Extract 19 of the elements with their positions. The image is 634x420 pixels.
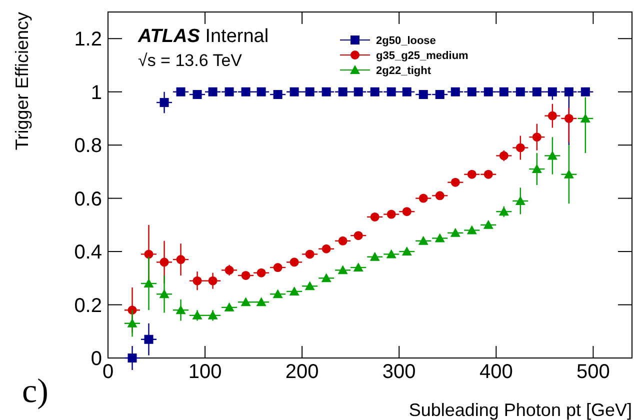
y-tick-label: 1 — [90, 82, 102, 104]
x-tick-label: 300 — [382, 361, 416, 383]
text: c) — [22, 373, 48, 410]
legend-label: g35_g25_medium — [376, 50, 469, 62]
x-tick-label: 200 — [285, 361, 319, 383]
legend-label: 2g50_loose — [376, 34, 436, 47]
legend-label: 2g22_tight — [376, 64, 432, 77]
x-tick-label: 500 — [576, 361, 610, 383]
y-tick-label: 0.4 — [74, 242, 102, 264]
y-tick-label: 1.2 — [74, 28, 102, 51]
y-tick-label: 0.8 — [74, 135, 102, 158]
y-axis-title: Trigger Efficiency — [12, 12, 32, 150]
y-tick-label: 0.2 — [74, 294, 102, 317]
annotation: √s = 13.6 TeV — [138, 51, 243, 70]
annotation: ATLAS Internal — [137, 26, 269, 47]
x-tick-label: 400 — [479, 361, 513, 383]
x-axis-title: Subleading Photon pt [GeV] — [408, 400, 632, 420]
y-tick-label: 0.6 — [74, 188, 102, 210]
x-tick-label: 100 — [188, 361, 222, 383]
